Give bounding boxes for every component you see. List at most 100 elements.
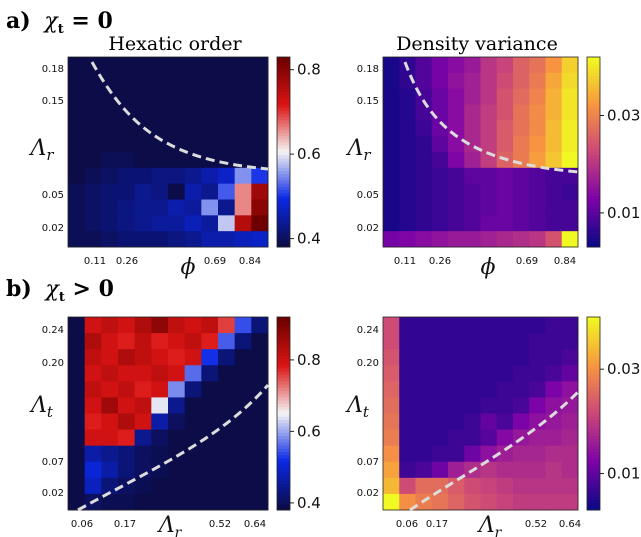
heatmap-cell [184,231,202,248]
colorbar-segment [277,336,290,341]
heatmap-cell [251,88,269,105]
colorbar-segment [277,152,290,156]
heatmap-cell [151,333,169,350]
heatmap-cell [399,349,416,366]
heatmap-cell [134,72,152,90]
colorbar-segment [587,202,600,207]
heatmap-cell [184,365,202,382]
colorbar: 0.8 0.6 0.4 [276,316,321,512]
heatmap-cell [448,317,465,334]
colorbar-segment [277,69,290,74]
heatmap-cell [101,104,119,121]
heatmap-cell [399,381,416,398]
heatmap-cell [545,397,563,414]
heatmap-cell [251,381,269,398]
heatmap-cell [545,57,563,74]
colorbar-segment [277,384,290,389]
colorbar-segment [277,110,290,115]
heatmap-cell [201,183,219,200]
colorbar-segment [277,123,290,128]
x-axis-label: Λr [477,513,503,537]
heatmap-cell [218,231,236,248]
heatmap-cell [184,88,202,105]
heatmap-cell [84,349,102,366]
heatmap-cell [545,72,563,90]
heatmap-cell [399,183,416,200]
heatmap-cell [201,231,219,248]
heatmap-cell [529,72,546,90]
heatmap-cell [118,120,136,137]
heatmap-cell [134,57,152,74]
colorbar-segment [277,484,290,488]
heatmap-cell [448,104,465,121]
heatmap-cell [84,397,102,414]
heatmap-cell [545,445,563,463]
colorbar-segment [277,91,290,96]
heatmap-cell [399,493,416,511]
heatmap-cell [496,445,514,463]
heatmap-cell [561,215,579,232]
heatmap-cell [448,445,465,463]
heatmap-cell [399,152,416,169]
heatmap-cell [448,461,465,479]
colorbar-segment [587,129,600,134]
heatmap-cell [464,231,481,248]
colorbar-segment [587,500,600,505]
heatmap-cell [84,365,102,382]
heatmap-cell [68,215,86,232]
heatmap-cell [251,199,269,216]
row-label-a: a) χt = 0 [6,8,113,37]
colorbar-segment [277,317,290,321]
heatmap-cell [399,413,416,430]
heatmap-cell [496,120,514,137]
row-label-b-letter: b) [6,276,32,302]
heatmap-cell [399,477,416,495]
colorbar-segment [277,452,290,456]
heatmap-cell [184,136,202,153]
y-tick-label: 0.02 [357,223,379,234]
y-tick-label: 0.24 [357,325,379,336]
heatmap-cell [251,104,269,121]
heatmap-cell [168,215,186,232]
heatmap-cells [382,56,579,248]
x-axis-label: ϕ [181,255,196,280]
colorbar-segment [587,423,600,427]
y-tick-label: 0.05 [42,190,64,201]
heatmap-cell [480,365,498,382]
colorbar-segment [277,205,290,210]
colorbar-segment [277,429,290,434]
colorbar-segment [587,57,600,61]
colorbar-segment [587,384,600,389]
heatmap-cell [431,215,449,232]
heatmap-cell [529,477,546,495]
x-tick-label: 0.52 [209,519,231,530]
heatmap-cell [118,231,136,248]
colorbar-segment [587,342,600,347]
phase-boundary-line [409,390,580,512]
heatmap-cell [464,413,481,430]
heatmap-cell [545,167,563,185]
heatmap-cell [415,231,433,248]
colorbar-segment [587,484,600,488]
x-tick-label: 0.69 [516,256,538,267]
heatmap-cell [84,445,102,463]
heatmap-cell [561,493,579,511]
heatmap-cell [134,152,152,169]
colorbar-segment [277,237,290,242]
heatmap-cell [513,381,530,398]
heatmap-cell [218,317,236,334]
colorbar-segment [587,228,600,232]
heatmap-cell [480,477,498,495]
heatmap-cell [383,167,400,185]
heatmap-cell [151,183,169,200]
heatmap-cell [134,413,152,430]
heatmap-cell [399,231,416,248]
heatmap-cell [101,199,119,216]
colorbar-segment [587,66,600,71]
heatmap-cell [184,215,202,232]
heatmap-cell [496,104,514,121]
colorbar-segment [587,183,600,188]
plot-frame [382,56,579,248]
colorbar-segment [587,400,600,405]
heatmap-cell [561,72,579,90]
